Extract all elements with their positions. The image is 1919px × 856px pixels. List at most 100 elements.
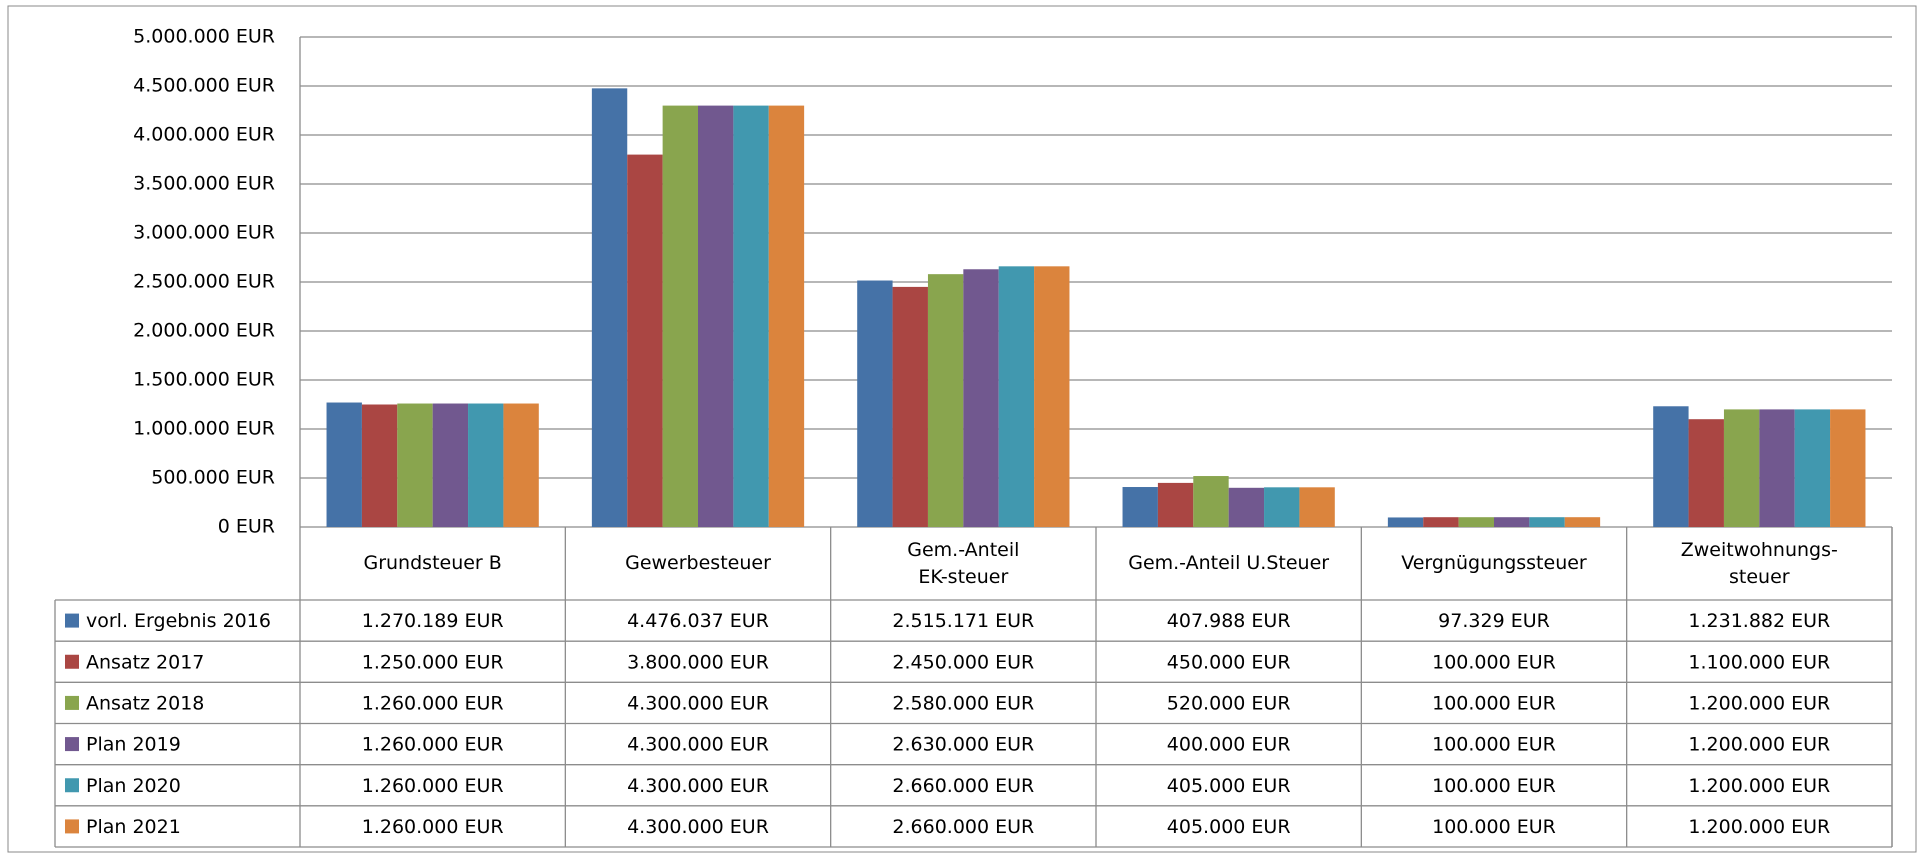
data-label: 450.000 EUR [1167, 651, 1291, 673]
data-label: 4.476.037 EUR [627, 610, 769, 632]
y-tick-label: 0 EUR [218, 516, 275, 538]
legend-label: vorl. Ergebnis 2016 [86, 610, 271, 632]
bar [591, 88, 628, 527]
legend-key [65, 819, 79, 834]
bar [397, 403, 433, 527]
data-label: 100.000 EUR [1432, 775, 1556, 797]
data-label: 1.260.000 EUR [362, 734, 504, 756]
bar [1228, 487, 1265, 527]
data-label: 1.100.000 EUR [1688, 651, 1830, 673]
bar [1759, 409, 1795, 527]
data-label: 520.000 EUR [1167, 692, 1291, 714]
data-label: 1.260.000 EUR [362, 775, 504, 797]
data-label: 100.000 EUR [1432, 734, 1556, 756]
x-tick-label: Gem.-Anteil EK-steuer [907, 538, 1020, 588]
bar [1193, 476, 1229, 527]
data-label: 3.800.000 EUR [627, 651, 769, 673]
data-label: 1.200.000 EUR [1688, 816, 1830, 838]
data-label: 405.000 EUR [1167, 816, 1291, 838]
legend-key [65, 737, 79, 752]
bar [1494, 517, 1530, 527]
bar [361, 404, 398, 527]
data-label: 1.200.000 EUR [1688, 775, 1830, 797]
bar [963, 269, 999, 527]
chart-frame [7, 5, 1917, 853]
bar [326, 402, 362, 527]
y-tick-label: 1.500.000 EUR [133, 369, 275, 391]
data-label: 2.450.000 EUR [892, 651, 1034, 673]
bar [998, 266, 1035, 527]
data-label: 4.300.000 EUR [627, 734, 769, 756]
data-label: 100.000 EUR [1432, 816, 1556, 838]
bar [1564, 517, 1601, 527]
bar [1653, 406, 1689, 527]
bar [627, 154, 663, 527]
x-tick-label: Grundsteuer B [363, 552, 502, 574]
data-label: 2.630.000 EUR [892, 734, 1034, 756]
bar [503, 403, 539, 527]
bar [892, 286, 928, 527]
data-label: 100.000 EUR [1432, 651, 1556, 673]
x-tick-label: Vergnügungssteuer [1401, 552, 1587, 574]
bar [1122, 487, 1158, 527]
bar [927, 274, 964, 527]
y-tick-label: 4.500.000 EUR [133, 75, 275, 97]
bar [468, 403, 504, 527]
data-label: 4.300.000 EUR [627, 775, 769, 797]
y-tick-label: 4.000.000 EUR [133, 124, 275, 146]
bar [432, 403, 469, 527]
data-label: 400.000 EUR [1167, 734, 1291, 756]
data-label: 1.270.189 EUR [362, 610, 504, 632]
data-label: 4.300.000 EUR [627, 692, 769, 714]
data-label: 2.660.000 EUR [892, 775, 1034, 797]
y-tick-label: 2.500.000 EUR [133, 271, 275, 293]
legend-label: Plan 2019 [86, 734, 181, 756]
legend-key [65, 695, 79, 710]
legend-label: Plan 2020 [86, 775, 181, 797]
y-tick-label: 5.000.000 EUR [133, 26, 275, 48]
legend-key [65, 654, 79, 669]
data-label: 405.000 EUR [1167, 775, 1291, 797]
bar [698, 105, 734, 527]
x-tick-label: Gem.-Anteil U.Steuer [1128, 552, 1330, 574]
bar [1264, 487, 1300, 527]
bar [1387, 517, 1424, 527]
data-label: 2.660.000 EUR [892, 816, 1034, 838]
legend-label: Plan 2021 [86, 816, 181, 838]
legend-key [65, 778, 79, 793]
bar [1458, 517, 1494, 527]
y-tick-label: 2.000.000 EUR [133, 320, 275, 342]
y-tick-label: 1.000.000 EUR [133, 418, 275, 440]
data-label: 1.231.882 EUR [1688, 610, 1830, 632]
data-label: 97.329 EUR [1438, 610, 1550, 632]
data-label: 2.515.171 EUR [892, 610, 1034, 632]
data-label: 1.200.000 EUR [1688, 734, 1830, 756]
bar [662, 105, 698, 527]
bar [733, 105, 769, 527]
data-label: 1.200.000 EUR [1688, 692, 1830, 714]
bar [1157, 482, 1194, 527]
bar [1830, 409, 1866, 527]
y-tick-label: 3.500.000 EUR [133, 173, 275, 195]
y-tick-label: 3.000.000 EUR [133, 222, 275, 244]
bar [1794, 409, 1831, 527]
data-label: 100.000 EUR [1432, 692, 1556, 714]
data-label: 4.300.000 EUR [627, 816, 769, 838]
bar [1688, 419, 1724, 527]
bar [857, 280, 893, 527]
bar [1529, 517, 1565, 527]
bar [1299, 487, 1335, 527]
legend-label: Ansatz 2018 [86, 692, 204, 714]
bar [1034, 266, 1070, 527]
data-label: 1.260.000 EUR [362, 692, 504, 714]
y-tick-label: 500.000 EUR [151, 467, 275, 489]
bar [1723, 409, 1760, 527]
data-label: 1.250.000 EUR [362, 651, 504, 673]
data-label: 2.580.000 EUR [892, 692, 1034, 714]
data-label: 407.988 EUR [1167, 610, 1291, 632]
data-label: 1.260.000 EUR [362, 816, 504, 838]
x-tick-label: Zweitwohnungs- steuer [1680, 538, 1838, 588]
bar [768, 105, 805, 527]
